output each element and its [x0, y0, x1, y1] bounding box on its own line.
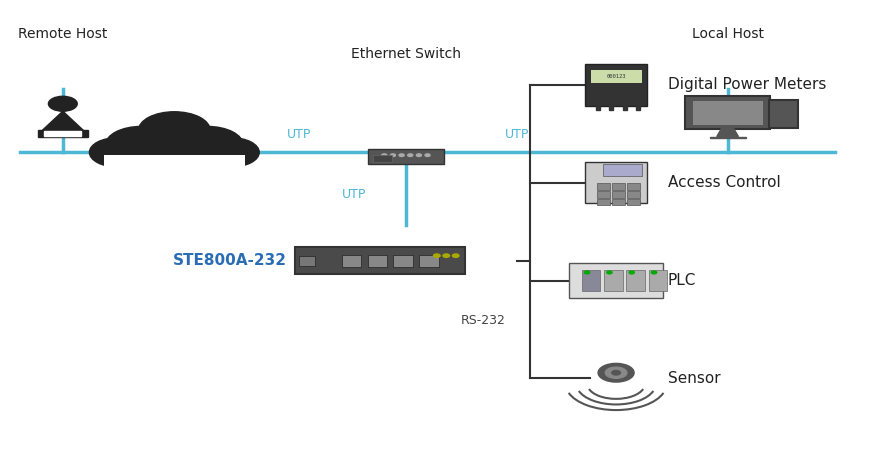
Circle shape: [105, 126, 177, 164]
FancyBboxPatch shape: [611, 191, 625, 198]
Circle shape: [416, 154, 421, 157]
Polygon shape: [38, 130, 88, 137]
Text: RS-232: RS-232: [461, 314, 505, 327]
FancyBboxPatch shape: [602, 164, 641, 176]
Bar: [594, 104, 599, 109]
Circle shape: [433, 254, 440, 257]
Bar: [622, 104, 626, 109]
Text: UTP: UTP: [286, 127, 310, 140]
Circle shape: [452, 254, 459, 257]
FancyBboxPatch shape: [581, 270, 600, 292]
FancyBboxPatch shape: [692, 101, 762, 125]
Text: Remote Host: Remote Host: [18, 27, 108, 41]
FancyBboxPatch shape: [603, 270, 622, 292]
Text: 000123: 000123: [606, 74, 625, 79]
FancyBboxPatch shape: [627, 183, 640, 189]
FancyBboxPatch shape: [568, 263, 662, 298]
Circle shape: [611, 370, 620, 375]
Circle shape: [628, 271, 634, 274]
Circle shape: [606, 271, 612, 274]
FancyBboxPatch shape: [611, 198, 625, 205]
FancyBboxPatch shape: [103, 155, 245, 172]
FancyBboxPatch shape: [648, 270, 667, 292]
Circle shape: [390, 154, 395, 157]
Text: UTP: UTP: [342, 188, 366, 201]
FancyBboxPatch shape: [596, 191, 609, 198]
FancyBboxPatch shape: [596, 198, 609, 205]
Polygon shape: [716, 127, 738, 136]
FancyBboxPatch shape: [768, 100, 797, 128]
FancyBboxPatch shape: [367, 255, 387, 267]
FancyBboxPatch shape: [295, 247, 465, 274]
Circle shape: [597, 364, 634, 382]
FancyBboxPatch shape: [611, 183, 625, 189]
FancyBboxPatch shape: [627, 198, 640, 205]
Circle shape: [381, 154, 387, 157]
FancyBboxPatch shape: [372, 155, 392, 162]
FancyBboxPatch shape: [368, 148, 443, 163]
FancyBboxPatch shape: [342, 255, 361, 267]
Circle shape: [425, 154, 429, 157]
Circle shape: [202, 138, 259, 167]
Circle shape: [399, 154, 404, 157]
FancyBboxPatch shape: [584, 162, 647, 203]
Text: PLC: PLC: [667, 273, 695, 288]
FancyBboxPatch shape: [584, 64, 647, 106]
Circle shape: [605, 367, 627, 378]
FancyBboxPatch shape: [596, 183, 609, 189]
Text: Access Control: Access Control: [667, 176, 779, 190]
Circle shape: [651, 271, 656, 274]
Bar: [635, 104, 640, 109]
FancyBboxPatch shape: [393, 255, 413, 267]
FancyBboxPatch shape: [626, 270, 644, 292]
Circle shape: [442, 254, 449, 257]
Text: Digital Power Meters: Digital Power Meters: [667, 77, 825, 93]
Circle shape: [408, 154, 412, 157]
FancyBboxPatch shape: [419, 255, 439, 267]
Text: Local Host: Local Host: [691, 27, 763, 41]
FancyBboxPatch shape: [590, 70, 641, 83]
FancyBboxPatch shape: [627, 191, 640, 198]
Polygon shape: [44, 131, 82, 136]
Text: Ethernet Switch: Ethernet Switch: [350, 47, 461, 61]
Circle shape: [171, 126, 243, 164]
Polygon shape: [43, 111, 83, 130]
Text: UTP: UTP: [505, 127, 529, 140]
Circle shape: [49, 96, 77, 111]
FancyBboxPatch shape: [299, 256, 315, 266]
Circle shape: [584, 271, 589, 274]
Text: Sensor: Sensor: [667, 371, 720, 386]
Text: STE800A-232: STE800A-232: [173, 253, 287, 268]
Circle shape: [90, 138, 146, 167]
Circle shape: [135, 127, 214, 168]
FancyBboxPatch shape: [685, 96, 769, 129]
Text: IP Network: IP Network: [123, 174, 226, 192]
Circle shape: [138, 112, 210, 149]
Polygon shape: [709, 136, 745, 139]
Bar: [608, 104, 613, 109]
